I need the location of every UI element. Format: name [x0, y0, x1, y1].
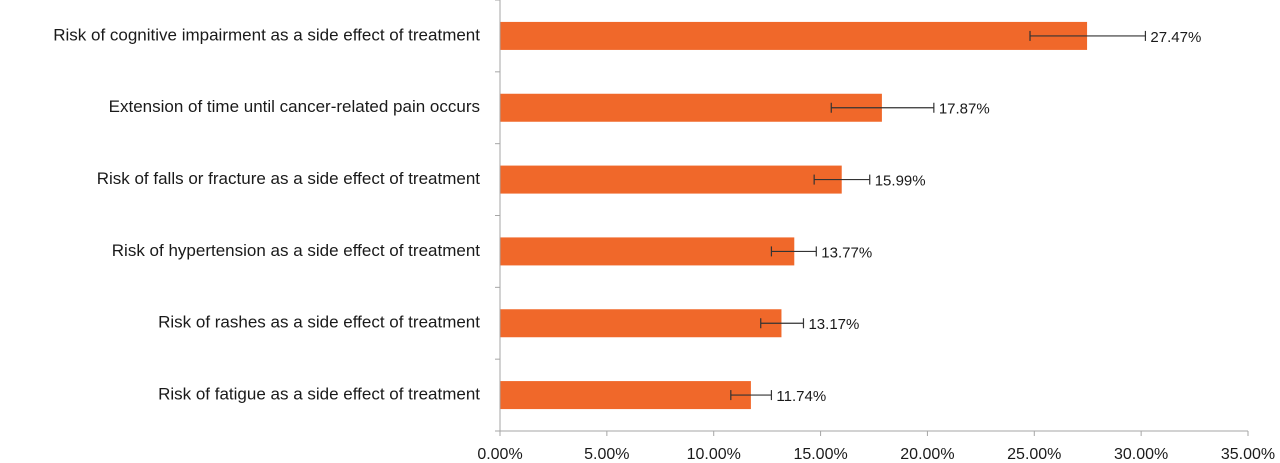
bar	[500, 21, 1088, 50]
x-tick-label: 35.00%	[1221, 446, 1275, 463]
error-bar	[770, 246, 817, 257]
bar	[500, 309, 782, 338]
x-tick-label: 5.00%	[584, 446, 629, 463]
bar	[500, 165, 842, 194]
category-label: Risk of hypertension as a side effect of…	[112, 241, 480, 260]
bar	[500, 381, 751, 410]
data-label: 13.17%	[808, 316, 859, 333]
category-label: Risk of rashes as a side effect of treat…	[158, 313, 480, 332]
data-label: 17.87%	[939, 101, 990, 118]
bar	[500, 237, 795, 266]
error-bar	[760, 318, 805, 329]
x-tick-label: 15.00%	[793, 446, 847, 463]
data-labels: 27.47% 17.87% 15.99% 13.77% 13.17% 11.74%	[776, 29, 1201, 405]
error-bars-layer	[730, 30, 1147, 401]
x-tick-label: 10.00%	[687, 446, 741, 463]
x-axis-ticks: 0.00% 5.00% 10.00% 15.00% 20.00% 25.00% 30.00%…	[477, 431, 1275, 463]
category-label: Risk of falls or fracture as a side effe…	[97, 169, 481, 188]
x-tick-label: 30.00%	[1114, 446, 1168, 463]
axes-layer	[495, 0, 1248, 432]
error-bar	[1029, 30, 1147, 41]
data-label: 15.99%	[875, 173, 926, 190]
error-bar	[813, 174, 871, 185]
error-bar	[730, 390, 773, 401]
bar	[500, 93, 882, 122]
x-tick-label: 0.00%	[477, 446, 522, 463]
x-tick-label: 25.00%	[1007, 446, 1061, 463]
category-label: Risk of fatigue as a side effect of trea…	[158, 385, 480, 404]
category-label: Extension of time until cancer-related p…	[109, 97, 480, 116]
data-label: 27.47%	[1150, 29, 1201, 46]
x-tick-label: 20.00%	[900, 446, 954, 463]
data-label: 11.74%	[776, 388, 826, 405]
category-label: Risk of cognitive impairment as a side e…	[53, 25, 480, 44]
category-labels: Risk of cognitive impairment as a side e…	[53, 25, 480, 403]
data-label: 13.77%	[821, 244, 872, 261]
error-bar	[830, 102, 935, 113]
bars-layer	[500, 21, 1088, 410]
